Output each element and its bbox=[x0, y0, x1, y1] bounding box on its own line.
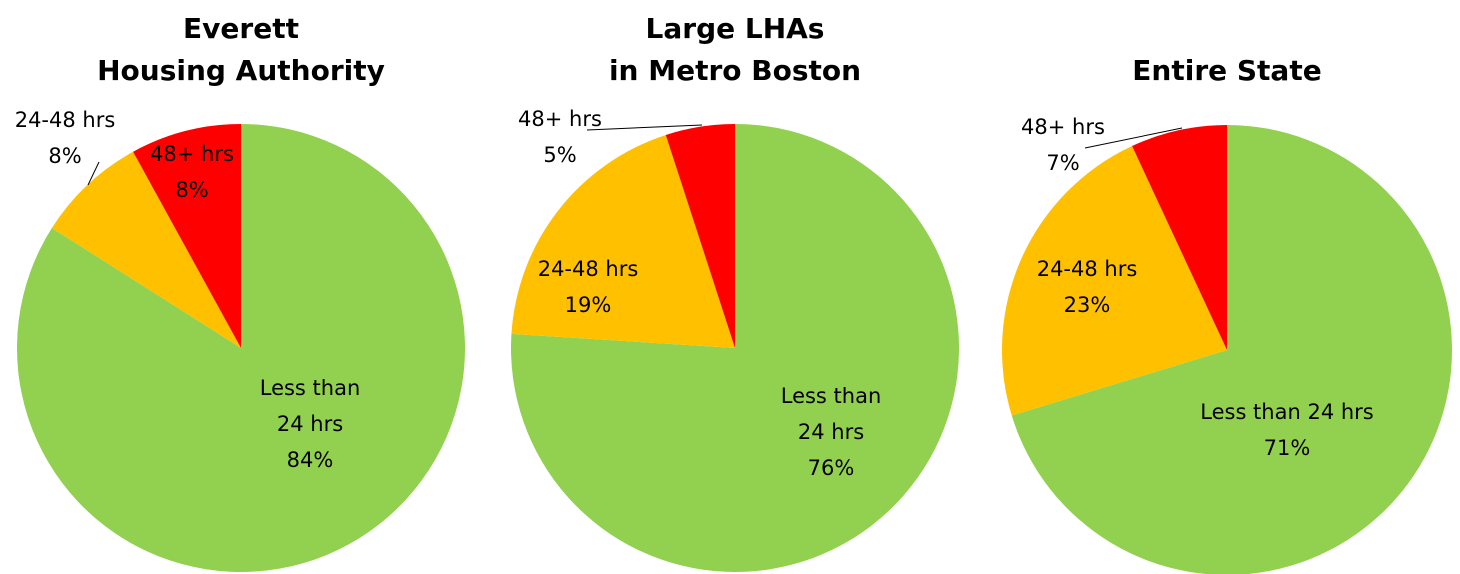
slice-label: 24-48 hrs 19% bbox=[523, 242, 653, 332]
value-label: 5% bbox=[543, 143, 577, 167]
value-label: 76% bbox=[807, 456, 855, 477]
leader-line bbox=[586, 124, 703, 131]
chart-title: in Metro Boston bbox=[609, 54, 861, 87]
category-label: Less than 24 hrs bbox=[1200, 400, 1374, 424]
category-label: 24-48 hrs bbox=[14, 108, 116, 132]
chart-title: Everett bbox=[183, 12, 299, 45]
label-box: 24-48 hrs 19% bbox=[523, 242, 653, 332]
pie-slice bbox=[1011, 125, 1452, 574]
pie-slice bbox=[665, 124, 735, 348]
chart-title: Large LHAs bbox=[646, 12, 825, 45]
pie-slice bbox=[133, 124, 241, 348]
leader-line bbox=[87, 161, 100, 186]
slice-label: Less than 24 hrs 84% bbox=[253, 379, 368, 469]
chart-title: Housing Authority bbox=[97, 54, 385, 87]
pie-slice bbox=[1001, 145, 1227, 416]
value-label: 71% bbox=[1263, 436, 1311, 460]
category-label: 24-48 hrs bbox=[1036, 257, 1138, 281]
label-box: 24-48 hrs 23% bbox=[1022, 242, 1152, 332]
category-label: 24-48 hrs bbox=[537, 257, 639, 281]
value-label: 23% bbox=[1063, 293, 1111, 317]
pie-slice bbox=[51, 151, 241, 348]
label-box: 48+ hrs 5% bbox=[505, 92, 615, 182]
label-box: 48+ hrs 8% bbox=[137, 127, 247, 217]
pie-slice bbox=[17, 124, 466, 572]
pie-slice bbox=[511, 134, 735, 348]
slice-label: 24-48 hrs 8% bbox=[0, 93, 130, 183]
value-label: 8% bbox=[48, 144, 82, 168]
chart-title: Entire State bbox=[1132, 54, 1321, 87]
category-label: 48+ hrs bbox=[518, 107, 602, 131]
slice-label: 48+ hrs 7% bbox=[1008, 100, 1118, 190]
category-label: 48+ hrs bbox=[1021, 115, 1105, 139]
category-label: 48+ hrs bbox=[150, 142, 234, 166]
value-label: 7% bbox=[1046, 151, 1080, 175]
slice-label: Less than 24 hrs 71% bbox=[1137, 385, 1437, 475]
slice-label: 48+ hrs 5% bbox=[505, 92, 615, 182]
leader-line bbox=[1084, 127, 1183, 149]
slice-label: 48+ hrs 8% bbox=[137, 127, 247, 217]
value-label: 19% bbox=[564, 293, 612, 317]
slice-label: 24-48 hrs 23% bbox=[1022, 242, 1152, 332]
label-box: Less than 24 hrs 84% bbox=[253, 379, 368, 469]
value-label: 84% bbox=[286, 448, 334, 469]
pie-slice bbox=[1132, 125, 1227, 350]
category-label: Less than 24 hrs bbox=[780, 387, 882, 444]
slice-label: Less than 24 hrs 76% bbox=[774, 387, 889, 477]
label-box: Less than 24 hrs 76% bbox=[774, 387, 889, 477]
value-label: 8% bbox=[175, 178, 209, 202]
label-box: 48+ hrs 7% bbox=[1008, 100, 1118, 190]
label-box: 24-48 hrs 8% bbox=[0, 93, 130, 183]
category-label: Less than 24 hrs bbox=[259, 379, 361, 436]
label-box: Less than 24 hrs 71% bbox=[1137, 385, 1437, 475]
